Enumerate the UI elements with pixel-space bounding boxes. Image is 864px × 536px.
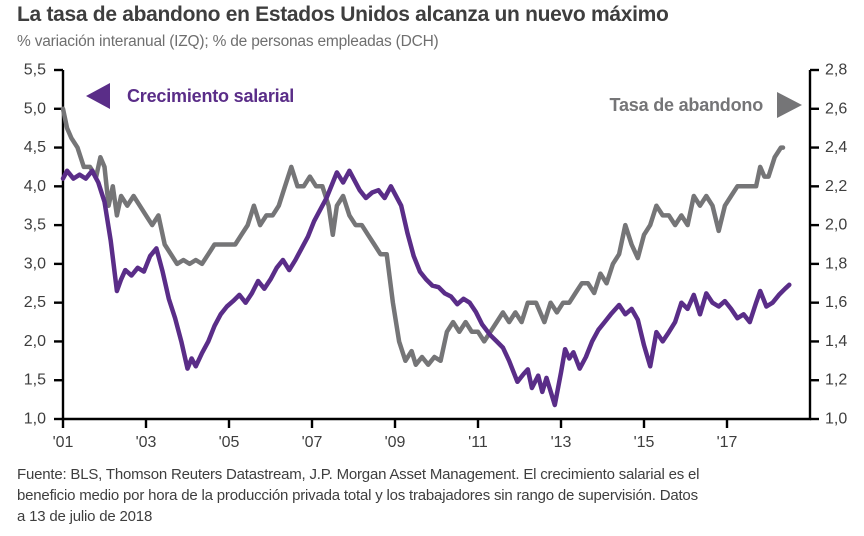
y-right-tick-label: 1,4 <box>825 333 847 350</box>
tick-labels: 5,5 5,0 4,5 4,0 3,5 3,0 2,5 2,0 1,5 1,0 2,8 2,6 2,4 2… <box>24 62 848 452</box>
y-left-tick-label: 1,0 <box>24 411 46 428</box>
x-tick-label: '15 <box>634 434 655 451</box>
quit-rate-line <box>60 106 786 367</box>
y-right-tick-label: 2,4 <box>825 139 847 156</box>
y-right-tick-label: 1,8 <box>825 255 847 272</box>
page-title: La tasa de abandono en Estados Unidos al… <box>17 3 669 26</box>
y-left-tick-label: 3,0 <box>24 255 46 272</box>
y-left-tick-label: 5,5 <box>24 62 46 79</box>
y-left-tick-label: 4,5 <box>24 139 46 156</box>
source-note-line-2: beneficio medio por hora de la producció… <box>17 487 698 504</box>
y-right-tick-label: 2,8 <box>825 62 847 79</box>
y-right-tick-label: 2,2 <box>825 178 847 195</box>
y-right-tick-label: 1,0 <box>825 411 847 428</box>
legend-quit-rate-label: Tasa de abandono <box>609 94 764 115</box>
x-tick-label: '09 <box>385 434 406 451</box>
x-tick-label: '17 <box>717 434 738 451</box>
x-tick-label: '07 <box>302 434 323 451</box>
chart-canvas: 5,5 5,0 4,5 4,0 3,5 3,0 2,5 2,0 1,5 1,0 2,8 2,6 2,4 2… <box>24 62 848 452</box>
y-right-tick-label: 1,2 <box>825 372 847 389</box>
y-right-tick-label: 1,6 <box>825 294 847 311</box>
y-left-tick-label: 5,0 <box>24 100 46 117</box>
y-left-tick-label: 1,5 <box>24 372 46 389</box>
legend-quit-rate: Tasa de abandono <box>609 92 802 118</box>
legend-wage-growth: Crecimiento salarial <box>86 83 294 109</box>
x-tick-label: '01 <box>53 434 74 451</box>
source-note-line-3: a 13 de julio de 2018 <box>17 508 153 525</box>
source-note-line-1: Fuente: BLS, Thomson Reuters Datastream,… <box>17 466 700 483</box>
page-subtitle: % variación interanual (IZQ); % de perso… <box>17 33 439 50</box>
right-arrow-icon <box>777 92 802 118</box>
axes <box>54 68 819 428</box>
x-tick-label: '03 <box>136 434 157 451</box>
left-arrow-icon <box>86 83 110 109</box>
y-left-tick-label: 2,5 <box>24 294 46 311</box>
source-note: Fuente: BLS, Thomson Reuters Datastream,… <box>17 464 855 527</box>
legend-wage-growth-label: Crecimiento salarial <box>127 85 295 106</box>
y-left-tick-label: 3,5 <box>24 217 46 234</box>
x-tick-label: '05 <box>219 434 240 451</box>
y-right-tick-label: 2,0 <box>825 217 847 234</box>
y-right-tick-label: 2,6 <box>825 100 847 117</box>
y-left-tick-label: 4,0 <box>24 178 46 195</box>
x-tick-label: '13 <box>551 434 572 451</box>
x-tick-label: '11 <box>468 434 488 451</box>
y-left-tick-label: 2,0 <box>24 333 46 350</box>
wage-growth-line <box>60 168 792 408</box>
